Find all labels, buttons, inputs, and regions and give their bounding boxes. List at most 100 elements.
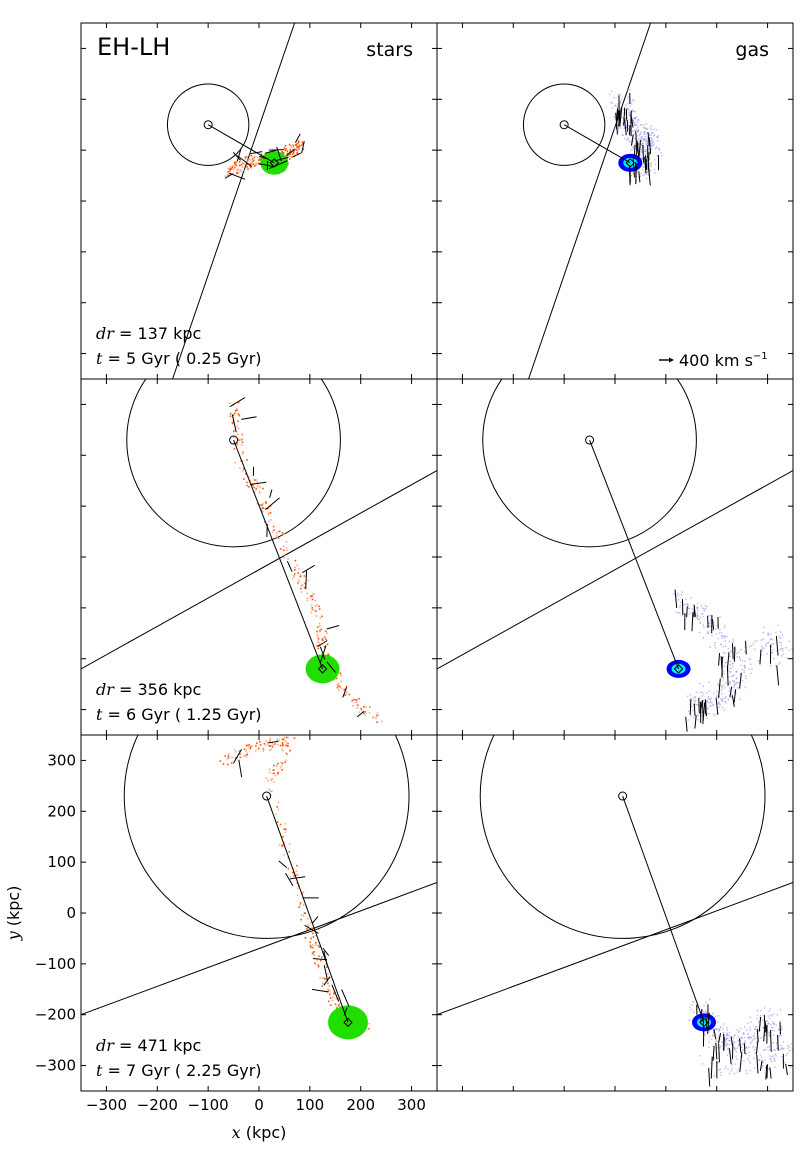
dr-annotation: dr = 471 kpc [96,1036,201,1055]
gas-particle [644,133,646,135]
gas-particle [785,1054,787,1057]
star-particle [306,592,308,595]
gas-particle [766,1029,769,1032]
star-particle [340,687,343,690]
velocity-arrow [707,615,709,628]
velocity-arrow [770,1030,772,1052]
gas-particle [722,1028,724,1030]
gas-particle [719,1068,722,1070]
gas-particle [640,149,642,151]
gas-particle [639,141,641,144]
gas-particle [699,682,701,685]
star-particle [262,510,264,513]
separation-line [266,795,349,1023]
star-particle [290,145,293,147]
star-particle [229,168,231,170]
gas-particle [627,89,629,91]
star-particle [257,159,260,162]
gas-particle [730,1070,732,1072]
gas-particle [617,124,619,126]
star-particle [265,739,267,742]
separation-line [207,124,275,164]
velocity-arrow [715,1042,718,1060]
gas-particle [784,1061,786,1064]
velocity-arrow [301,141,305,154]
gas-particle [717,1015,720,1017]
star-particle [360,707,362,710]
gas-particle [771,1050,773,1052]
gas-particle [712,1012,714,1014]
star-particle [247,160,249,163]
gas-particle [751,1041,753,1043]
gas-particle [722,697,724,700]
star-particle [267,779,269,782]
star-particle [271,531,274,534]
gas-particle [729,682,732,684]
gas-particle [638,119,640,121]
gas-particle [759,1054,762,1056]
star-particle [244,754,247,757]
gas-particle [738,656,741,658]
velocity-arrow [233,748,243,764]
gas-particle [650,144,653,147]
velocity-arrow [319,646,326,660]
t-annotation: t = 5 Gyr ( 0.25 Gyr) [96,349,262,368]
gas-particle [788,1046,791,1048]
gas-particle [705,692,708,694]
gas-particle [647,152,650,155]
star-particle [362,712,365,715]
gas-particle [721,1041,723,1043]
host-radius-circle [123,735,410,939]
star-particle [282,549,285,552]
gas-particle [781,1028,783,1031]
separation-line [233,439,324,670]
star-particle [311,946,314,949]
gas-particle [709,646,711,648]
gas-particle [766,1046,769,1049]
host-center-marker [203,120,213,130]
gas-particle [730,1043,733,1045]
star-particle [282,835,284,838]
x-tick-label: −300 [86,1096,127,1114]
gas-particle [756,1009,758,1012]
gas-particle [718,1029,721,1031]
gas-particle [766,653,768,655]
gas-particle [761,1062,763,1064]
star-particle [298,145,300,147]
star-particle [233,448,236,450]
gas-particle [638,142,640,145]
gas-particle [624,104,627,106]
gas-particle [749,1027,751,1029]
gas-particle [782,650,784,652]
gas-particle [655,129,658,131]
star-particle [248,485,250,488]
gas-particle [775,1042,778,1044]
star-particle [249,747,252,750]
star-particle [316,645,318,647]
star-particle [285,744,288,747]
star-particle [296,146,298,148]
velocity-arrow [250,481,267,485]
velocity-arrow [764,1021,768,1035]
velocity-key-exp: −1 [753,351,768,362]
gas-particle [778,1029,780,1032]
star-particle [237,168,240,171]
gas-particle [773,1029,776,1032]
gas-particle [622,134,625,136]
gas-particle [641,139,644,141]
star-particle [296,142,299,145]
gas-particle [632,110,634,112]
gas-particle [725,1026,728,1029]
gas-particle [752,642,754,645]
velocity-arrow [702,702,706,725]
gas-particle [724,1039,727,1042]
velocity-arrow [648,137,652,154]
star-particle [258,492,261,494]
star-particle [289,875,292,878]
gas-particle [647,143,650,145]
dr-annotation: dr = 356 kpc [96,680,201,699]
star-particle [270,748,272,751]
star-particle [312,936,315,938]
star-particle [239,467,241,469]
star-particle [360,709,363,712]
